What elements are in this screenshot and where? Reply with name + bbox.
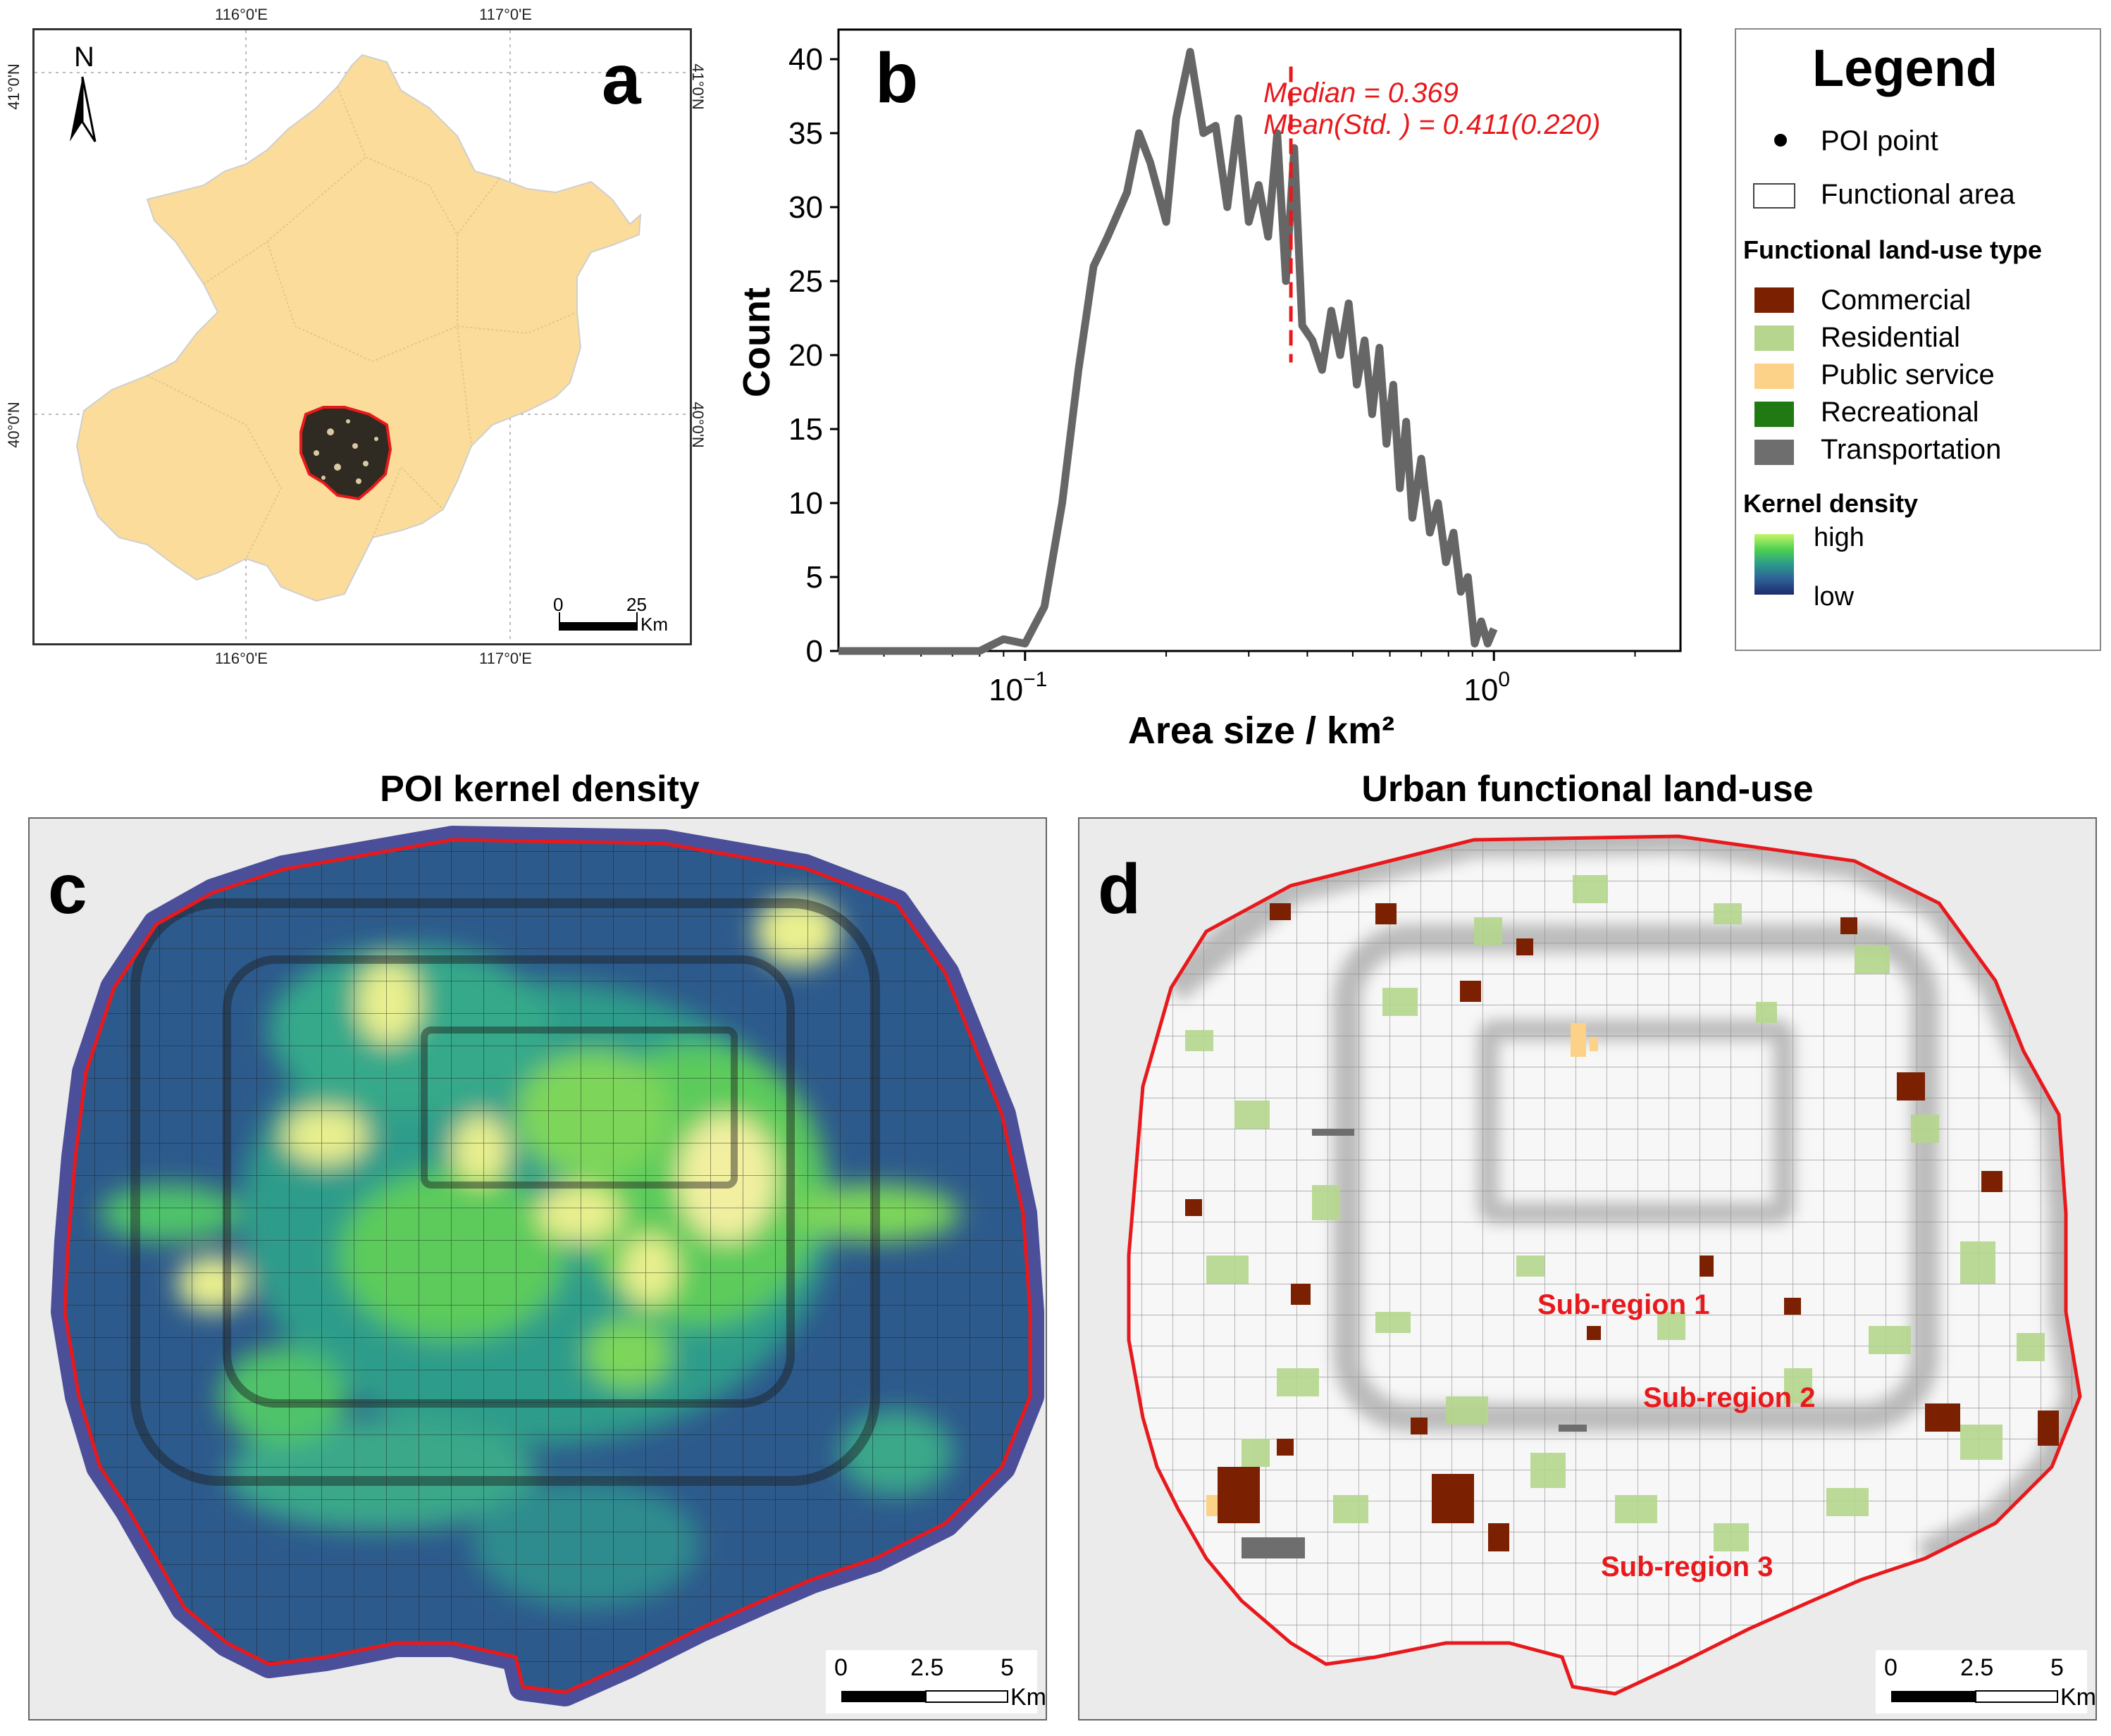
scalebar-c-mid: 2.5 [910, 1654, 944, 1681]
y-tick-label: 35 [788, 116, 823, 151]
legend-commercial: Commercial [1821, 285, 1971, 316]
panel-b-label: b [875, 39, 918, 118]
poi-point-icon [1774, 134, 1787, 147]
swatch-transportation [1754, 440, 1794, 465]
scalebar-d-black [1891, 1691, 1976, 1702]
kernel-low: low [1814, 582, 1855, 612]
scalebar-d-zero: 0 [1884, 1654, 1898, 1681]
scalebar-c-value: 5 [1001, 1654, 1014, 1681]
legend-recreational: Recreational [1821, 397, 1979, 428]
scalebar-a-zero: 0 [553, 594, 564, 615]
landuse-heading: Functional land-use type [1743, 235, 2043, 264]
panel-d-label: d [1098, 850, 1141, 929]
functional-area-icon [1753, 183, 1795, 209]
legend-transportation: Transportation [1821, 434, 2002, 465]
count-series-line [838, 48, 1498, 655]
kernel-high: high [1814, 523, 1864, 552]
subregion-1-label: Sub-region 1 [1537, 1289, 1710, 1320]
y-tick-label: 10 [788, 486, 823, 521]
scalebar-d-mid: 2.5 [1960, 1654, 1994, 1681]
scalebar-d-value: 5 [2050, 1654, 2064, 1681]
x-tick-label: 100 [1463, 668, 1510, 707]
legend-functional-area: Functional area [1821, 179, 2015, 210]
plot-frame [837, 28, 1682, 652]
bottom-tick-2: 117°0'E [479, 650, 532, 667]
y-tick-label: 25 [788, 264, 823, 299]
y-tick-label: 0 [806, 634, 823, 669]
legend-title: Legend [1812, 39, 1998, 97]
kernel-density-map [51, 826, 1044, 1713]
swatch-residential [1754, 326, 1794, 351]
swatch-recreational [1754, 402, 1794, 427]
north-label: N [74, 42, 94, 73]
median-annotation: Median = 0.369 [1263, 78, 1459, 108]
mean-annotation: Mean(Std. ) = 0.411(0.220) [1263, 109, 1600, 140]
swatch-commercial [1754, 287, 1794, 313]
subregion-2-label: Sub-region 2 [1643, 1382, 1816, 1413]
landuse-map [1127, 834, 2087, 1713]
scalebar-c-white [925, 1690, 1008, 1703]
scalebar-d-unit: Km [2060, 1684, 2096, 1711]
y-axis-label: Count [736, 287, 778, 397]
left-tick-1: 41°0'N [5, 63, 23, 110]
north-arrow-icon [70, 76, 97, 142]
scalebar-a-unit: Km [640, 614, 668, 635]
scalebar-a-value: 25 [626, 594, 647, 615]
panel-c-title: POI kernel density [380, 769, 700, 810]
y-tick-label: 15 [788, 412, 823, 447]
right-tick-1: 41°0'N [689, 63, 707, 110]
panel-c-label: c [48, 850, 87, 929]
scalebar-d-white [1975, 1690, 2058, 1703]
legend-residential: Residential [1821, 322, 1960, 353]
legend-poi-point: POI point [1821, 125, 1938, 156]
scalebar-c-unit: Km [1010, 1684, 1046, 1711]
beijing-map [35, 30, 690, 643]
y-tick-label: 30 [788, 190, 823, 225]
beijing-region [75, 54, 642, 602]
y-tick-label: 20 [788, 338, 823, 373]
subregion-3-label: Sub-region 3 [1601, 1551, 1773, 1582]
left-tick-2: 40°0'N [5, 402, 23, 448]
panel-d-title: Urban functional land-use [1361, 769, 1814, 810]
scalebar-c-black [841, 1691, 926, 1702]
scalebar-c-zero: 0 [834, 1654, 848, 1681]
panel-b-chart: 0 5 10 15 20 25 30 35 40 10−1 100 b Median = 0.36… [736, 28, 1682, 752]
panel-d-map: d Sub-region 1 Sub-region 2 Sub-region 3… [1078, 817, 2097, 1720]
legend-public-service: Public service [1821, 359, 1995, 390]
panel-a-label: a [602, 40, 641, 119]
panel-c-map: c 0 2.5 5 Km [28, 817, 1047, 1720]
bottom-tick-1: 116°0'E [215, 650, 268, 667]
y-tick-label: 5 [806, 560, 823, 595]
y-tick-label: 40 [788, 42, 823, 77]
x-axis-label: Area size / km² [1128, 709, 1394, 752]
scalebar-a [559, 612, 638, 631]
top-tick-2: 117°0'E [479, 6, 532, 23]
swatch-public-service [1754, 364, 1794, 389]
panel-a-map: a N 0 25 Km [32, 28, 692, 645]
x-tick-label: 10−1 [989, 668, 1047, 707]
right-tick-2: 40°0'N [689, 402, 707, 448]
kernel-gradient [1754, 534, 1794, 595]
legend-box: Legend POI point Functional area Functio… [1735, 28, 2101, 651]
top-tick-1: 116°0'E [215, 6, 268, 23]
kernel-heading: Kernel density [1743, 489, 1919, 518]
